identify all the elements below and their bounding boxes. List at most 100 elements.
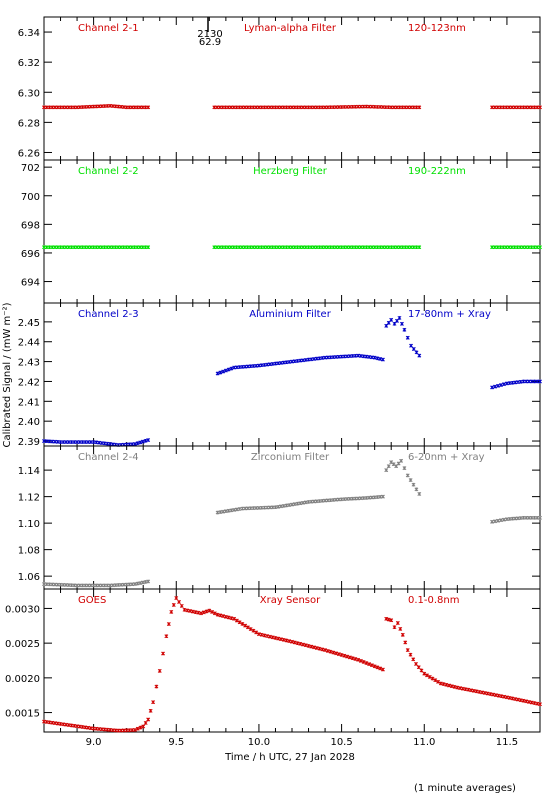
data-point	[392, 625, 397, 630]
data-point	[64, 722, 68, 727]
data-point	[146, 438, 151, 442]
data-point	[447, 683, 452, 688]
data-point	[339, 652, 344, 657]
data-point	[416, 665, 421, 670]
data-point	[430, 676, 435, 681]
data-point	[303, 643, 308, 648]
data-point	[532, 701, 537, 706]
data-point	[496, 518, 500, 523]
panel-filter-label: Herzberg Filter	[253, 166, 328, 177]
panel-band-label: 0.1-0.8nm	[408, 595, 460, 606]
data-point	[301, 500, 305, 505]
data-point	[61, 722, 66, 727]
data-point	[240, 621, 245, 626]
data-point	[502, 382, 506, 387]
data-point	[259, 632, 264, 637]
data-point	[143, 580, 148, 584]
data-point	[504, 105, 509, 110]
data-point	[273, 505, 278, 510]
data-point	[425, 673, 429, 678]
y-tick-label: 1.12	[18, 493, 40, 504]
data-point	[323, 648, 328, 653]
data-point	[538, 515, 542, 520]
data-point	[411, 657, 416, 662]
y-tick-label: 6.26	[18, 148, 40, 159]
data-point	[389, 618, 394, 623]
data-point	[490, 519, 495, 524]
data-point	[538, 105, 542, 110]
data-point	[507, 695, 512, 700]
y-axis-label: Calibrated Signal / (mW m⁻²)	[2, 302, 13, 447]
data-point	[399, 321, 404, 326]
data-point	[510, 105, 514, 110]
data-point	[380, 667, 385, 672]
data-point	[138, 440, 143, 445]
data-point	[452, 684, 457, 689]
data-point	[185, 608, 190, 613]
y-tick-label: 2.42	[18, 377, 40, 388]
data-point	[281, 637, 286, 642]
data-point	[538, 702, 542, 707]
data-point	[389, 317, 394, 322]
data-point	[292, 640, 297, 645]
data-point	[290, 502, 294, 507]
data-point	[270, 635, 275, 640]
data-point	[436, 679, 440, 684]
panel-filter-label: Xray Sensor	[260, 595, 321, 606]
data-point	[516, 697, 520, 702]
y-tick-label: 6.32	[18, 58, 40, 69]
data-point	[229, 616, 234, 621]
panel-filter-label: Aluminium Filter	[249, 309, 332, 320]
data-point	[386, 320, 391, 325]
data-point	[143, 438, 148, 443]
data-point	[262, 633, 267, 638]
data-point	[527, 699, 531, 704]
data-point	[409, 343, 413, 348]
data-point	[350, 656, 355, 661]
data-point	[237, 620, 242, 625]
data-point	[331, 650, 336, 655]
data-point	[273, 635, 278, 640]
data-point	[276, 504, 281, 509]
data-point	[166, 622, 171, 627]
data-point	[47, 720, 52, 725]
data-point	[207, 608, 212, 613]
data-point	[490, 105, 495, 110]
panel-band-label: 190-222nm	[408, 166, 466, 177]
data-point	[77, 724, 82, 729]
data-point	[83, 725, 88, 730]
data-point	[411, 347, 416, 351]
data-point	[86, 725, 91, 730]
data-point	[518, 698, 523, 703]
data-point	[243, 623, 248, 628]
data-point	[215, 510, 220, 515]
data-point	[524, 699, 529, 704]
data-point	[182, 607, 187, 612]
panel-filter-label: Lyman-alpha Filter	[244, 23, 337, 34]
data-point	[138, 725, 143, 730]
data-point	[151, 700, 156, 705]
data-point	[177, 600, 181, 604]
data-point	[455, 685, 460, 690]
data-point	[328, 649, 333, 654]
y-tick-label: 0.0020	[5, 674, 40, 685]
panel-channel-label: Channel 2-3	[78, 309, 139, 320]
data-point	[218, 613, 223, 618]
data-point	[405, 648, 410, 653]
data-point	[215, 371, 220, 376]
panel-filter-label: Zirconium Filter	[251, 452, 330, 463]
data-point	[498, 105, 503, 110]
data-point	[502, 517, 506, 522]
panel-channel-label: Channel 2-4	[78, 452, 139, 463]
data-point	[501, 105, 506, 110]
data-point	[237, 507, 242, 511]
y-tick-label: 2.44	[18, 338, 40, 349]
data-point	[204, 609, 209, 614]
y-tick-label: 1.08	[18, 546, 40, 557]
data-point	[405, 473, 410, 478]
panel-frame	[43, 16, 541, 161]
data-point	[507, 105, 512, 110]
data-point	[499, 383, 503, 387]
data-point	[221, 614, 226, 619]
data-point	[281, 503, 286, 508]
